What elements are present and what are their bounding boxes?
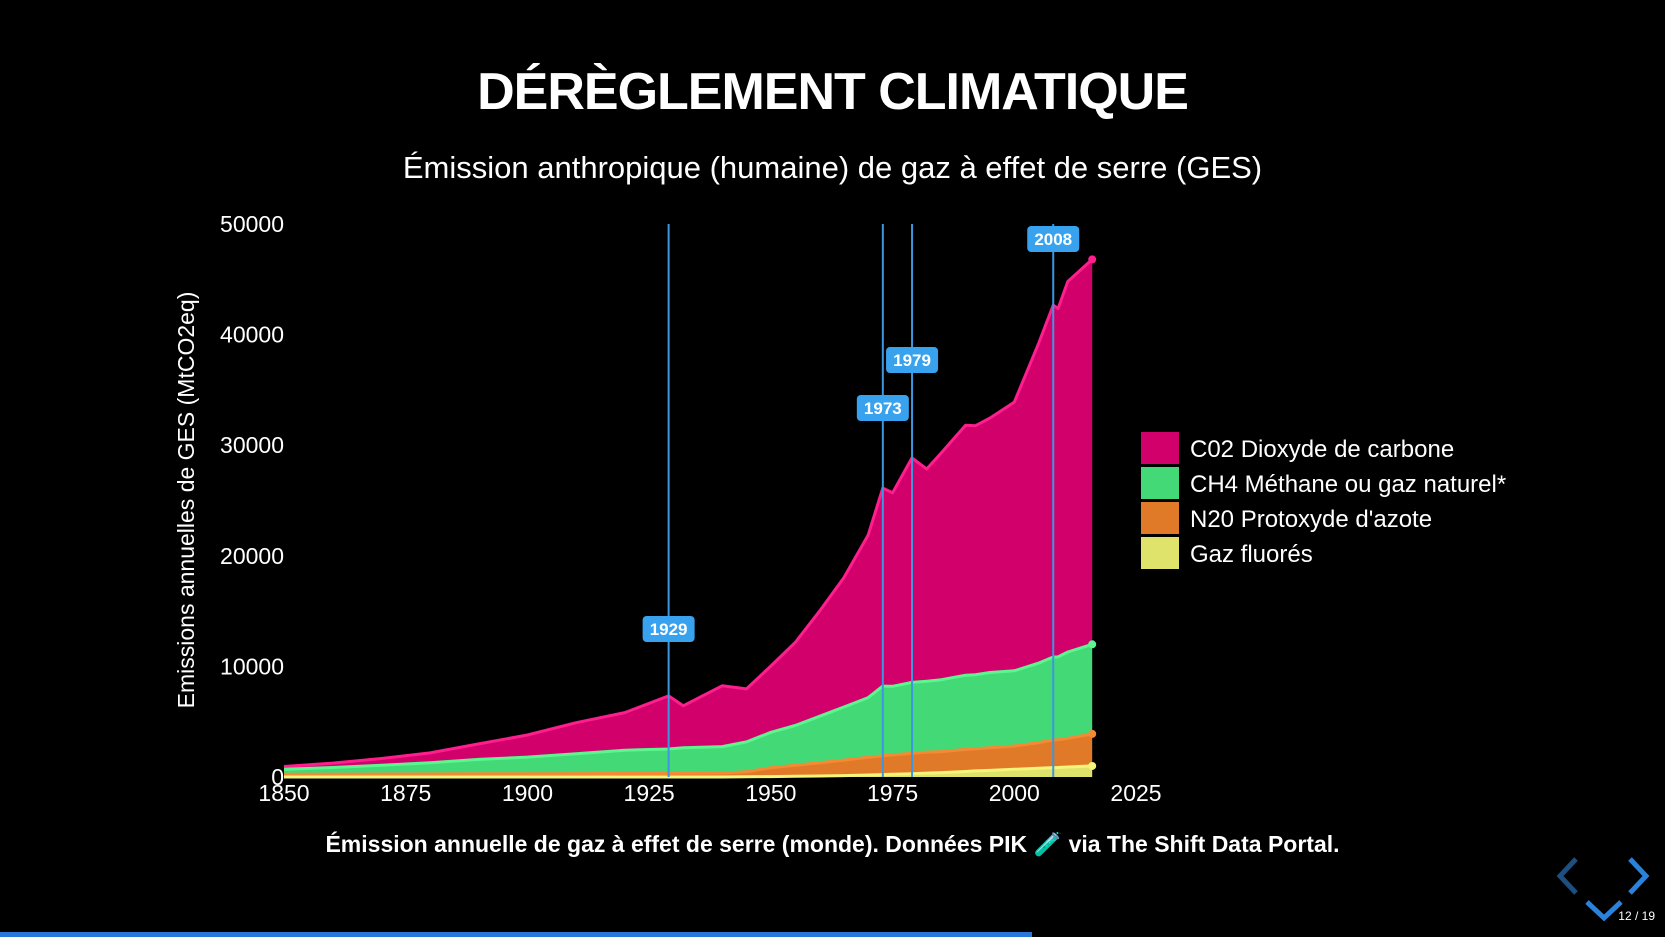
area-ch4 [284, 644, 1093, 775]
marker-label-1973: 1973 [864, 399, 902, 418]
series-line-gaz [284, 764, 1093, 779]
y-tick-label: 10000 [220, 653, 284, 679]
marker-badge-2008 [1027, 226, 1080, 252]
series-end-point [1088, 255, 1097, 264]
legend-label: C02 Dioxyde de carbone [1190, 436, 1454, 463]
legend-label: Gaz fluorés [1190, 541, 1313, 568]
x-tick-label: 1925 [624, 780, 675, 806]
chevron-down-icon [1585, 900, 1623, 922]
series-line-n20 [283, 732, 1093, 776]
x-tick-label: 2000 [989, 780, 1040, 806]
x-tick-label: 1875 [380, 780, 431, 806]
marker-badge-1979 [886, 347, 939, 373]
legend-label: CH4 Méthane ou gaz naturel* [1190, 471, 1506, 498]
legend-swatch [1141, 537, 1179, 569]
legend-swatch [1141, 502, 1179, 534]
chevron-right-icon [1628, 857, 1650, 895]
x-tick-label: 1900 [502, 780, 553, 806]
y-tick-label: 50000 [220, 211, 284, 237]
x-tick-label: 1975 [867, 780, 918, 806]
page-current: 12 [1618, 909, 1632, 923]
slide-title: DÉRÈGLEMENT CLIMATIQUE [477, 63, 1189, 121]
slide-subtitle: Émission anthropique (humaine) de gaz à … [402, 150, 1263, 185]
area-n20 [284, 733, 1093, 777]
progress-bar [0, 932, 1033, 937]
page-total: 19 [1641, 909, 1655, 923]
series-end-point [1088, 640, 1097, 649]
y-tick-label: 30000 [220, 432, 284, 458]
y-tick-label: 40000 [220, 322, 284, 348]
marker-label-1929: 1929 [650, 620, 688, 639]
legend-swatch [1141, 432, 1179, 464]
series-end-point [1088, 761, 1097, 770]
area-c02 [284, 259, 1093, 770]
marker-badge-1973 [856, 395, 909, 421]
prev-slide-button[interactable] [1556, 856, 1580, 896]
marker-label-1979: 1979 [893, 351, 931, 370]
chevron-left-icon [1556, 857, 1578, 895]
series-line-c02 [283, 258, 1094, 768]
y-tick-label: 0 [271, 764, 284, 790]
x-tick-label: 1850 [258, 780, 309, 806]
chart-caption: Émission annuelle de gaz à effet de serr… [325, 831, 1340, 857]
legend-swatch [1141, 467, 1179, 499]
down-slide-button[interactable] [1584, 898, 1624, 922]
y-axis-title: Emissions annuelles de GES (MtCO2eq) [173, 292, 199, 709]
area-gaz [284, 765, 1093, 777]
x-tick-label: 1950 [745, 780, 796, 806]
page-number: 12 / 19 [1618, 909, 1655, 923]
marker-label-2008: 2008 [1034, 230, 1072, 249]
marker-badge-1929 [642, 616, 695, 642]
legend-label: N20 Protoxyde d'azote [1190, 506, 1432, 533]
y-tick-label: 20000 [220, 543, 284, 569]
series-line-ch4 [283, 642, 1093, 771]
x-tick-label: 2025 [1110, 780, 1161, 806]
series-end-point [1088, 729, 1097, 738]
next-slide-button[interactable] [1626, 856, 1650, 896]
